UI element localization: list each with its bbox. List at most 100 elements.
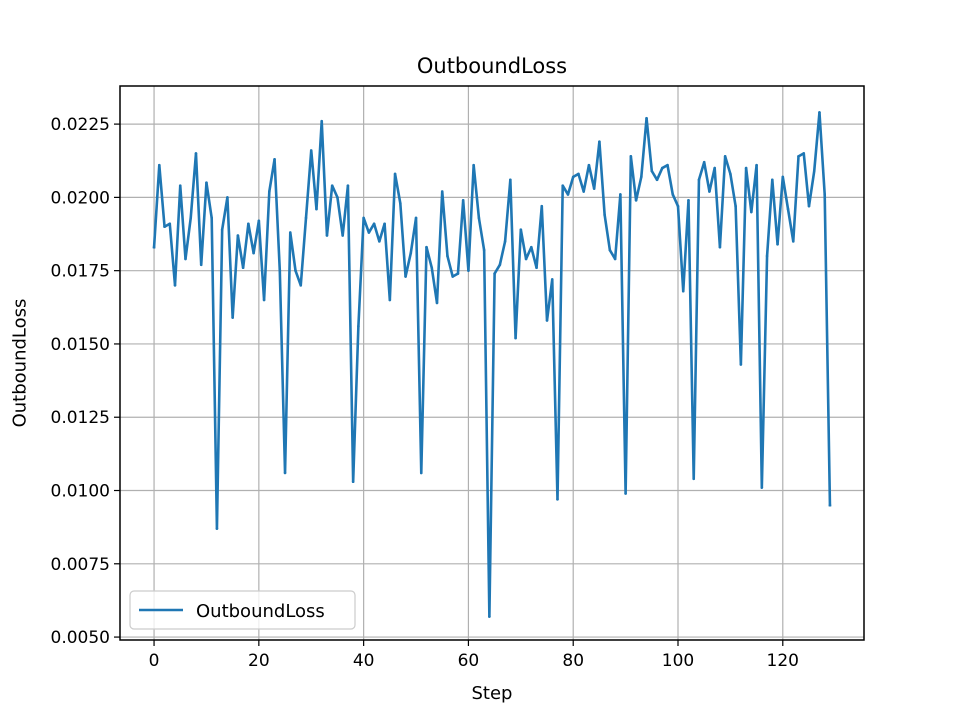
data-point: [603, 213, 606, 217]
data-point: [194, 152, 198, 155]
data-point: [598, 140, 601, 143]
data-point: [786, 207, 790, 211]
data-point: [812, 169, 816, 173]
data-point: [309, 149, 313, 152]
data-point: [414, 216, 418, 220]
data-point: [692, 477, 696, 481]
data-point: [294, 269, 297, 272]
data-point: [205, 181, 208, 185]
data-point: [268, 190, 271, 193]
y-tick-label: 0.0050: [51, 628, 110, 648]
data-point: [241, 266, 245, 270]
data-point: [378, 240, 381, 243]
data-point: [288, 231, 292, 234]
data-point: [503, 240, 507, 243]
data-point: [304, 216, 308, 220]
data-point: [760, 486, 764, 489]
data-point: [524, 257, 528, 261]
data-point: [158, 163, 161, 167]
y-tick-label: 0.0125: [51, 408, 110, 428]
data-point: [330, 184, 334, 187]
data-point: [540, 204, 544, 208]
x-tick-label: 100: [662, 651, 694, 671]
data-point: [613, 257, 617, 261]
data-point: [341, 234, 344, 237]
data-point: [582, 190, 585, 193]
data-point: [739, 363, 743, 366]
data-point: [451, 275, 455, 278]
data-point: [619, 193, 622, 196]
data-point: [273, 157, 276, 161]
data-point: [409, 251, 413, 255]
data-point: [399, 201, 402, 205]
data-point: [393, 172, 397, 176]
data-point: [262, 298, 266, 302]
data-point: [608, 248, 612, 252]
data-point: [325, 234, 329, 237]
data-point: [430, 266, 434, 270]
data-point: [383, 222, 386, 226]
data-point: [514, 336, 517, 340]
data-point: [807, 204, 811, 208]
data-point: [472, 163, 475, 167]
data-point: [477, 216, 481, 220]
data-point: [708, 190, 711, 193]
data-point: [681, 289, 685, 293]
data-point: [226, 196, 229, 199]
x-tick-label: 0: [149, 651, 160, 671]
data-point: [771, 178, 774, 182]
data-point: [488, 615, 491, 618]
series-line: [152, 111, 832, 618]
data-point: [367, 231, 371, 234]
data-point: [283, 471, 287, 475]
data-point: [199, 263, 203, 267]
data-point: [357, 325, 360, 328]
data-point: [723, 155, 727, 158]
data-point: [220, 228, 224, 231]
data-point: [184, 257, 187, 261]
data-point: [173, 284, 177, 287]
data-point: [697, 178, 701, 182]
data-point: [210, 216, 213, 220]
data-point: [545, 319, 549, 322]
data-point: [561, 184, 565, 187]
data-point: [425, 245, 428, 249]
data-point: [299, 284, 303, 287]
data-point: [818, 111, 821, 114]
data-point: [336, 196, 339, 199]
data-point: [828, 503, 832, 507]
data-point: [624, 492, 627, 495]
data-point: [791, 240, 795, 243]
data-point: [388, 298, 392, 302]
data-point: [498, 263, 502, 267]
data-point: [765, 254, 769, 258]
data-point: [467, 269, 470, 272]
data-point: [509, 178, 512, 182]
data-point: [750, 210, 753, 214]
x-tick-label: 40: [353, 651, 375, 671]
data-point: [440, 190, 444, 193]
data-point: [676, 204, 680, 208]
data-point: [556, 498, 559, 501]
data-point: [634, 199, 638, 202]
data-point: [566, 193, 570, 196]
data-point: [640, 175, 643, 179]
data-point: [713, 166, 716, 170]
data-point: [744, 166, 748, 170]
x-tick-label: 60: [458, 651, 480, 671]
legend: OutboundLoss: [129, 590, 356, 630]
data-point: [530, 245, 533, 249]
data-point: [315, 207, 318, 211]
data-point: [729, 172, 732, 176]
data-point: [781, 175, 785, 179]
data-point: [446, 254, 449, 258]
data-point: [577, 172, 580, 176]
data-point: [776, 242, 779, 246]
data-point: [671, 193, 675, 196]
data-point: [519, 228, 523, 231]
legend-box: [129, 590, 356, 630]
data-point: [168, 222, 172, 226]
data-point: [660, 166, 664, 170]
